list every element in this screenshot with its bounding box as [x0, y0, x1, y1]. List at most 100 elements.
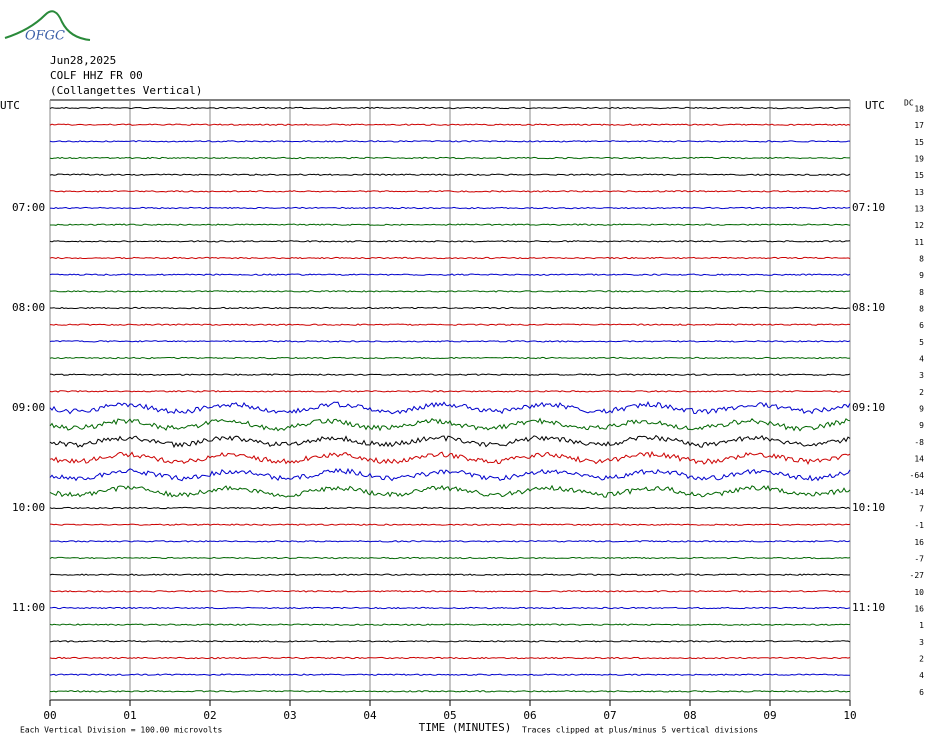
trace — [49, 573, 851, 576]
x-tick-label: 02 — [203, 709, 216, 722]
left-time: 10:00 — [12, 501, 45, 514]
trace — [49, 123, 851, 126]
dc-offset: -8 — [914, 438, 924, 447]
trace — [49, 273, 851, 276]
dc-offset: 8 — [919, 255, 924, 264]
dc-offset: 2 — [919, 388, 924, 397]
x-tick-label: 04 — [363, 709, 377, 722]
dc-offset: 6 — [919, 688, 924, 697]
dc-offset: 9 — [919, 421, 924, 430]
dc-offset: 17 — [914, 121, 924, 130]
left-time: 08:00 — [12, 301, 45, 314]
dc-offset: 16 — [914, 605, 924, 614]
x-tick-label: 06 — [523, 709, 536, 722]
dc-offset: -27 — [910, 571, 925, 580]
x-tick-label: 03 — [283, 709, 296, 722]
dc-offset: 15 — [914, 138, 924, 147]
dc-offset: 1 — [919, 621, 924, 630]
right-time: 08:10 — [852, 301, 885, 314]
dc-offset: 18 — [914, 105, 924, 114]
dc-offset: 9 — [919, 405, 924, 414]
trace — [49, 340, 851, 343]
dc-offset: 13 — [914, 188, 924, 197]
footer-right: Traces clipped at plus/minus 5 vertical … — [522, 726, 758, 735]
trace — [49, 240, 851, 243]
left-time: 07:00 — [12, 201, 45, 214]
date: Jun28,2025 — [50, 54, 116, 67]
trace — [49, 556, 851, 560]
footer-left: Each Vertical Division = 100.00 microvol… — [20, 726, 222, 735]
trace — [49, 140, 850, 143]
left-time: 11:00 — [12, 601, 45, 614]
trace — [49, 450, 851, 465]
right-time: 09:10 — [852, 401, 885, 414]
trace — [49, 523, 851, 526]
logo: OFGC — [25, 29, 65, 44]
dc-offset: 12 — [914, 221, 924, 230]
x-tick-label: 00 — [43, 709, 56, 722]
dc-offset: 7 — [919, 505, 924, 514]
trace — [49, 173, 851, 176]
right-time: 07:10 — [852, 201, 885, 214]
dc-offset: 4 — [919, 671, 924, 680]
trace — [49, 323, 851, 326]
dc-offset: -1 — [914, 521, 924, 530]
x-tick-label: 09 — [763, 709, 776, 722]
trace — [49, 206, 851, 210]
dc-offset: 4 — [919, 355, 924, 364]
dc-header: DC — [904, 99, 914, 108]
dc-offset: 5 — [919, 338, 924, 347]
trace — [49, 540, 851, 543]
dc-offset: 3 — [919, 638, 924, 647]
trace — [49, 256, 851, 260]
trace — [49, 656, 851, 660]
station: COLF HHZ FR 00 — [50, 69, 143, 82]
x-label: TIME (MINUTES) — [419, 721, 512, 734]
trace — [49, 156, 850, 160]
x-tick-label: 10 — [843, 709, 856, 722]
x-tick-label: 08 — [683, 709, 696, 722]
x-tick-label: 01 — [123, 709, 136, 722]
dc-offset: -14 — [910, 488, 925, 497]
trace — [49, 640, 851, 643]
dc-offset: -7 — [914, 555, 924, 564]
dc-offset: 16 — [914, 538, 924, 547]
right-time: 10:10 — [852, 501, 885, 514]
trace — [50, 223, 851, 226]
trace — [49, 690, 850, 693]
dc-offset: -64 — [910, 471, 925, 480]
trace — [49, 373, 851, 376]
trace — [49, 401, 851, 415]
trace — [49, 673, 850, 676]
dc-offset: 14 — [914, 455, 924, 464]
site: (Collangettes Vertical) — [50, 84, 202, 97]
trace — [50, 190, 851, 193]
dc-offset: 15 — [914, 171, 924, 180]
dc-offset: 3 — [919, 371, 924, 380]
dc-offset: 2 — [919, 655, 924, 664]
trace — [50, 290, 851, 293]
dc-offset: 13 — [914, 205, 924, 214]
trace — [50, 306, 851, 310]
right-header: UTC — [865, 99, 885, 112]
trace — [49, 484, 851, 498]
dc-offset: 11 — [914, 238, 924, 247]
x-tick-label: 05 — [443, 709, 456, 722]
dc-offset: 6 — [919, 321, 924, 330]
trace — [49, 106, 851, 110]
dc-offset: 10 — [914, 588, 924, 597]
logo-arc — [4, 10, 91, 41]
left-header: UTC — [0, 99, 20, 112]
trace — [49, 417, 851, 432]
left-time: 09:00 — [12, 401, 45, 414]
trace — [49, 434, 851, 449]
x-tick-label: 07 — [603, 709, 616, 722]
dc-offset: 9 — [919, 271, 924, 280]
trace — [49, 467, 851, 482]
trace — [49, 356, 851, 360]
dc-offset: 19 — [914, 155, 924, 164]
trace — [49, 390, 851, 393]
dc-offset: 8 — [919, 288, 924, 297]
trace — [49, 506, 851, 510]
